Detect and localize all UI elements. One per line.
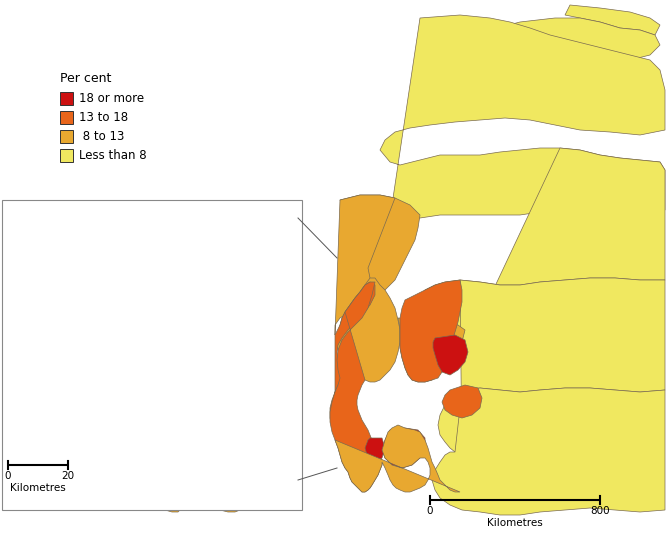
Polygon shape [335, 425, 460, 492]
Polygon shape [225, 365, 245, 385]
Polygon shape [200, 258, 298, 308]
Polygon shape [145, 338, 193, 465]
Bar [60, 130, 73, 143]
Polygon shape [240, 205, 298, 242]
Polygon shape [365, 438, 385, 462]
Polygon shape [215, 388, 282, 445]
Polygon shape [238, 385, 298, 432]
Polygon shape [58, 345, 85, 362]
FancyBboxPatch shape [2, 200, 302, 510]
Polygon shape [142, 462, 182, 512]
Bar [60, 92, 73, 105]
Polygon shape [153, 448, 183, 498]
Text: 0: 0 [5, 471, 11, 481]
Polygon shape [418, 148, 665, 350]
Polygon shape [256, 358, 278, 382]
Polygon shape [368, 15, 665, 285]
Polygon shape [398, 318, 465, 382]
Polygon shape [432, 388, 665, 515]
Text: 20: 20 [61, 471, 75, 481]
Polygon shape [438, 278, 665, 462]
Polygon shape [337, 278, 400, 382]
Text: 13 to 18: 13 to 18 [79, 111, 128, 124]
Polygon shape [490, 18, 660, 65]
Text: Per cent: Per cent [60, 72, 112, 85]
Polygon shape [138, 338, 190, 468]
Text: Kilometres: Kilometres [10, 483, 66, 493]
Text: Less than 8: Less than 8 [79, 149, 146, 162]
Polygon shape [195, 268, 298, 310]
Text: Kilometres: Kilometres [487, 518, 543, 528]
Polygon shape [442, 385, 482, 418]
Polygon shape [330, 282, 375, 435]
Polygon shape [335, 195, 395, 335]
Polygon shape [400, 280, 462, 382]
Polygon shape [185, 310, 265, 362]
Bar [60, 111, 73, 124]
Polygon shape [205, 345, 238, 362]
Polygon shape [340, 195, 420, 295]
Polygon shape [433, 335, 468, 375]
Polygon shape [180, 448, 228, 488]
Text: 18 or more: 18 or more [79, 92, 144, 105]
Text: 8 to 13: 8 to 13 [79, 130, 124, 143]
Polygon shape [182, 488, 250, 512]
Polygon shape [195, 205, 298, 265]
Bar [60, 149, 73, 162]
Polygon shape [212, 360, 230, 378]
Polygon shape [200, 300, 298, 330]
Polygon shape [382, 428, 425, 468]
Polygon shape [565, 5, 660, 35]
Polygon shape [252, 205, 298, 232]
Polygon shape [195, 240, 298, 278]
Text: 800: 800 [591, 506, 610, 516]
Polygon shape [330, 282, 382, 492]
Text: 0: 0 [427, 506, 434, 516]
Polygon shape [170, 268, 200, 372]
Polygon shape [200, 318, 298, 362]
Polygon shape [100, 205, 298, 263]
Polygon shape [93, 240, 195, 388]
Polygon shape [198, 350, 298, 392]
Polygon shape [238, 338, 262, 362]
